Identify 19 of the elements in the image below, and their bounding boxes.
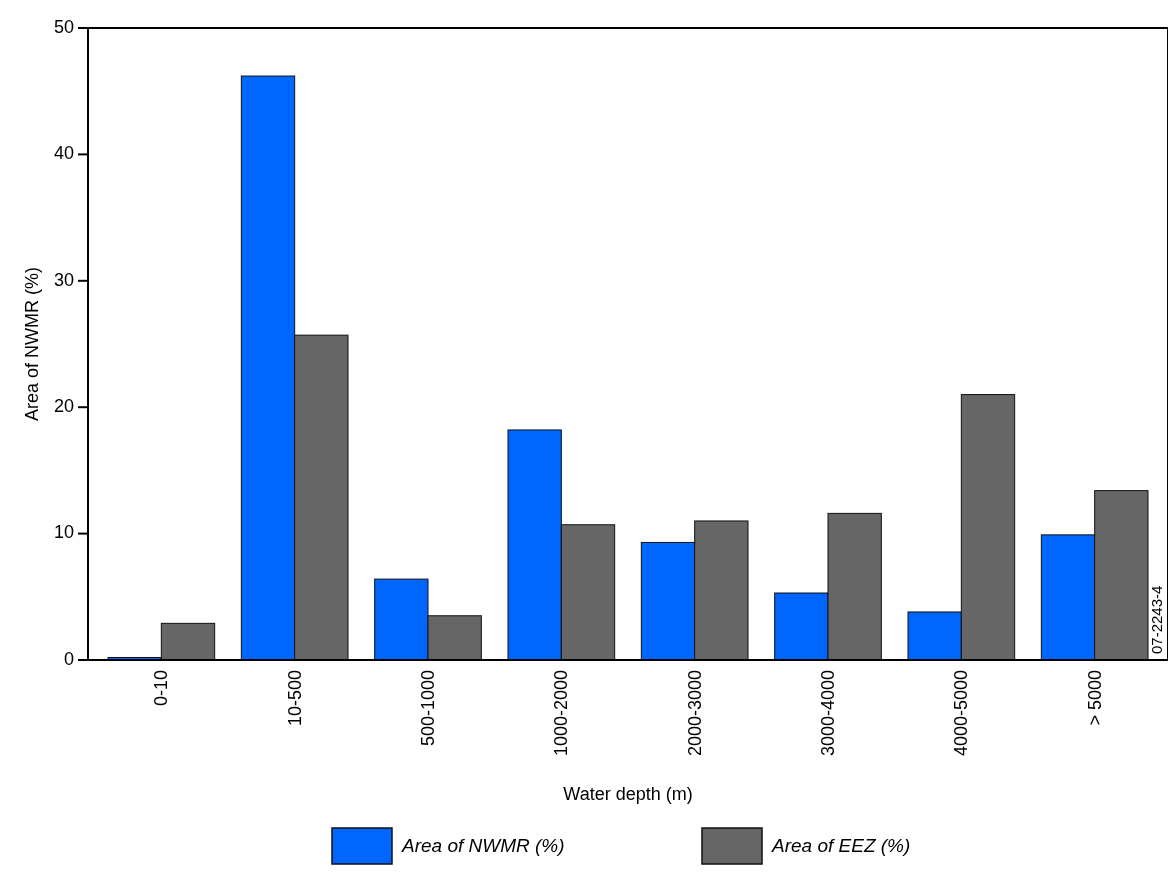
legend-label: Area of EEZ (%) <box>771 835 911 856</box>
x-tick-label: 1000-2000 <box>551 670 572 757</box>
y-tick-label: 10 <box>53 522 74 543</box>
y-tick-label: 30 <box>53 269 74 290</box>
x-tick-label: 2000-3000 <box>684 670 705 757</box>
x-tick-label: 0-10 <box>151 670 172 707</box>
y-axis-title: Area of NWMR (%) <box>22 266 42 422</box>
x-tick-label: 500-1000 <box>418 670 438 747</box>
x-tick-label: > 5000 <box>1084 670 1105 726</box>
x-tick-label: 3000-4000 <box>818 670 838 757</box>
x-tick-label: 4000-5000 <box>951 670 972 757</box>
y-tick-label: 40 <box>53 143 74 164</box>
y-tick-label: 0 <box>63 648 74 669</box>
y-tick-label: 20 <box>53 395 74 416</box>
x-axis-title: Water depth (m) <box>563 784 693 804</box>
x-tick-label: 10-500 <box>284 670 305 727</box>
annotation: 07-2243-4 <box>1148 585 1165 654</box>
legend-label: Area of NWMR (%) <box>401 835 565 856</box>
y-tick-label: 50 <box>53 16 74 37</box>
